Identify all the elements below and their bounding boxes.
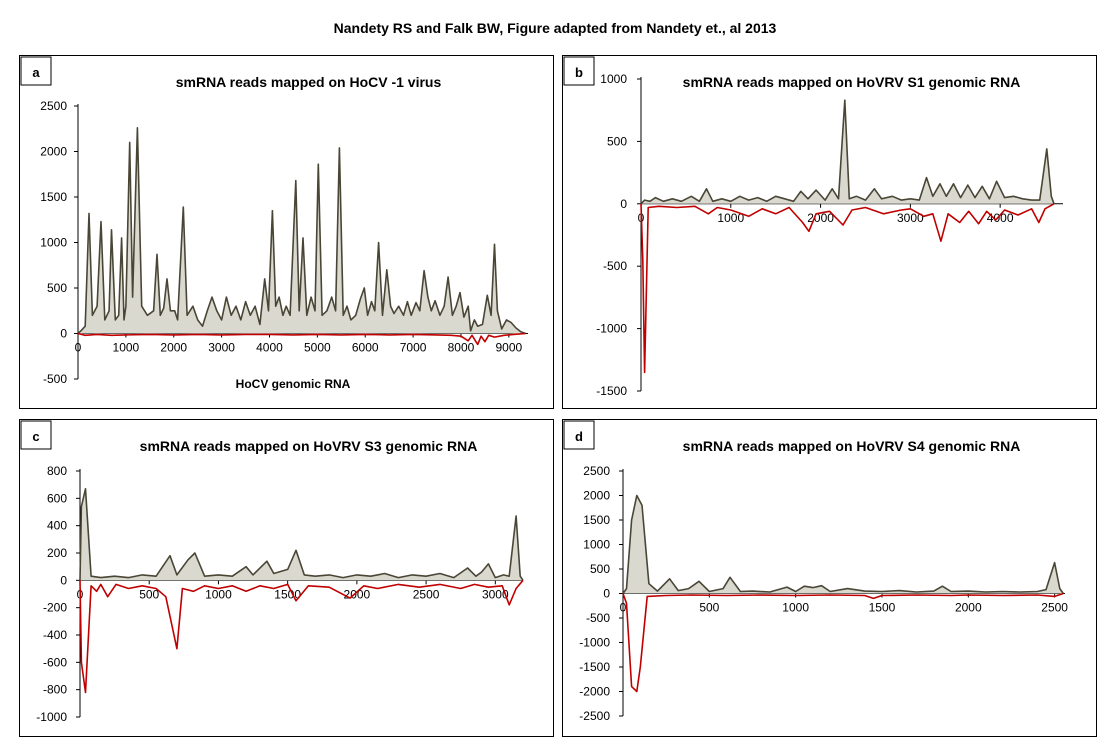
y-tick-label: 0 bbox=[60, 327, 67, 341]
sense-reads-line bbox=[622, 494, 1064, 594]
x-tick-label: 9000 bbox=[495, 341, 522, 355]
x-tick-label: 1000 bbox=[205, 587, 232, 601]
x-tick-label: 0 bbox=[75, 341, 82, 355]
x-tick-label: 2000 bbox=[955, 601, 982, 615]
chart-panel-b: b smRNA reads mapped on HoVRV S1 genomic … bbox=[562, 55, 1097, 409]
y-tick-label: -2500 bbox=[579, 709, 610, 723]
sense-reads-line bbox=[79, 488, 524, 581]
chart-panel-d: d smRNA reads mapped on HoVRV S4 genomic … bbox=[562, 419, 1097, 737]
x-tick-label: 500 bbox=[699, 601, 719, 615]
y-tick-label: -400 bbox=[43, 628, 67, 642]
y-tick-label: 1000 bbox=[40, 236, 67, 250]
y-tick-label: -1500 bbox=[596, 384, 627, 398]
y-tick-label: -800 bbox=[43, 683, 67, 697]
y-tick-label: 800 bbox=[47, 464, 67, 478]
antisense-reads-line bbox=[622, 592, 1064, 693]
panel-label-box bbox=[563, 420, 595, 450]
antisense-reads-line bbox=[79, 579, 524, 694]
x-tick-label: 3000 bbox=[208, 341, 235, 355]
chart-title: smRNA reads mapped on HoVRV S1 genomic R… bbox=[683, 74, 1021, 90]
x-tick-label: 3000 bbox=[482, 587, 509, 601]
x-tick-label: 1000 bbox=[717, 211, 744, 225]
y-tick-label: 600 bbox=[47, 491, 67, 505]
y-tick-label: -1000 bbox=[579, 636, 610, 650]
sense-reads-fill bbox=[641, 100, 1054, 204]
x-tick-label: 2000 bbox=[160, 341, 187, 355]
x-tick-label: 5000 bbox=[304, 341, 331, 355]
chart-svg-d: d smRNA reads mapped on HoVRV S4 genomic … bbox=[563, 420, 1068, 723]
x-tick-label: 2000 bbox=[807, 211, 834, 225]
y-tick-label: 2500 bbox=[40, 99, 67, 113]
sense-reads-fill bbox=[623, 495, 1064, 594]
panel-label-box bbox=[20, 420, 52, 450]
x-tick-label: 4000 bbox=[987, 211, 1014, 225]
y-tick-label: 0 bbox=[603, 587, 610, 601]
panel-label-text: a bbox=[32, 65, 40, 80]
chart-svg-c: c smRNA reads mapped on HoVRV S3 genomic … bbox=[20, 420, 524, 724]
panel-label-text: c bbox=[32, 429, 39, 444]
y-tick-label: 500 bbox=[47, 281, 67, 295]
chart-svg-b: b smRNA reads mapped on HoVRV S1 genomic … bbox=[563, 56, 1063, 398]
y-tick-label: 200 bbox=[47, 546, 67, 560]
panel-label-text: d bbox=[575, 429, 583, 444]
x-tick-label: 0 bbox=[620, 601, 627, 615]
sense-reads-line bbox=[77, 127, 526, 335]
x-tick-label: 1000 bbox=[113, 341, 140, 355]
y-tick-label: -1000 bbox=[36, 710, 67, 724]
figure-title: Nandety RS and Falk BW, Figure adapted f… bbox=[333, 20, 777, 36]
x-axis-label: HoCV genomic RNA bbox=[236, 377, 351, 391]
x-tick-label: 2500 bbox=[413, 587, 440, 601]
y-tick-label: -1000 bbox=[596, 322, 627, 336]
x-tick-label: 8000 bbox=[448, 341, 475, 355]
y-tick-label: 0 bbox=[60, 573, 67, 587]
y-tick-label: 2500 bbox=[583, 464, 610, 478]
y-tick-label: 2000 bbox=[40, 145, 67, 159]
y-tick-label: 400 bbox=[47, 519, 67, 533]
y-tick-label: 1000 bbox=[600, 72, 627, 86]
panel-label-b: b bbox=[563, 56, 595, 86]
panel-label-d: d bbox=[563, 420, 595, 450]
y-tick-label: -1500 bbox=[579, 660, 610, 674]
y-tick-label: -500 bbox=[603, 259, 627, 273]
x-tick-label: 500 bbox=[139, 587, 159, 601]
sense-reads-fill bbox=[78, 127, 526, 334]
x-tick-label: 7000 bbox=[400, 341, 427, 355]
panel-label-c: c bbox=[20, 420, 52, 450]
y-tick-label: 1000 bbox=[583, 538, 610, 552]
antisense-reads-line bbox=[640, 203, 1055, 374]
y-tick-label: 500 bbox=[590, 562, 610, 576]
x-tick-label: 6000 bbox=[352, 341, 379, 355]
chart-title: smRNA reads mapped on HoVRV S4 genomic R… bbox=[683, 438, 1021, 454]
panel-label-a: a bbox=[20, 56, 52, 86]
chart-title: smRNA reads mapped on HoVRV S3 genomic R… bbox=[140, 438, 478, 454]
y-tick-label: 1500 bbox=[583, 513, 610, 527]
sense-reads-line bbox=[640, 99, 1055, 205]
y-tick-label: 1500 bbox=[40, 190, 67, 204]
x-tick-label: 1500 bbox=[869, 601, 896, 615]
panel-label-box bbox=[563, 56, 595, 86]
x-tick-label: 4000 bbox=[256, 341, 283, 355]
panel-label-text: b bbox=[575, 65, 583, 80]
chart-title: smRNA reads mapped on HoCV -1 virus bbox=[176, 74, 442, 90]
y-tick-label: -200 bbox=[43, 601, 67, 615]
y-tick-label: -500 bbox=[586, 611, 610, 625]
chart-panel-a: a smRNA reads mapped on HoCV -1 virus 2500… bbox=[19, 55, 554, 409]
panel-label-box bbox=[20, 56, 52, 86]
y-tick-label: -500 bbox=[43, 372, 67, 386]
y-tick-label: -2000 bbox=[579, 685, 610, 699]
chart-svg-a: a smRNA reads mapped on HoCV -1 virus 2500… bbox=[20, 56, 528, 391]
x-tick-label: 2000 bbox=[344, 587, 371, 601]
x-tick-label: 1000 bbox=[782, 601, 809, 615]
y-tick-label: 500 bbox=[607, 134, 627, 148]
x-tick-label: 2500 bbox=[1041, 601, 1068, 615]
y-tick-label: 0 bbox=[620, 197, 627, 211]
chart-panel-c: c smRNA reads mapped on HoVRV S3 genomic … bbox=[19, 419, 554, 737]
y-tick-label: 2000 bbox=[583, 489, 610, 503]
x-tick-label: 3000 bbox=[897, 211, 924, 225]
y-tick-label: -600 bbox=[43, 655, 67, 669]
antisense-reads-line bbox=[77, 332, 526, 346]
